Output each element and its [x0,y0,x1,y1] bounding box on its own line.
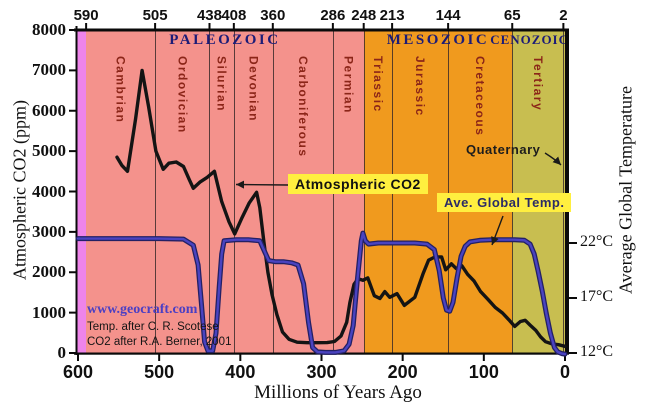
top-border [74,28,569,32]
bottom-tick-100: 100 [468,362,499,382]
boundary-144ma [448,31,450,353]
boundary-2ma [563,31,565,353]
quaternary-arrow [544,152,562,166]
period-label-jurassic: Jurassic [413,56,428,117]
temp-tick-17: 17°C [580,288,614,305]
era-label-paleozoic: PALEOZOIC [169,32,281,48]
band-silurian [209,31,234,353]
top-tick-590: 590 [73,7,99,24]
top-tick-286: 286 [320,7,346,24]
legend-atmospheric-co2: Atmospheric CO2 [288,174,428,194]
period-label-cretaceous: Cretaceous [473,56,488,137]
period-label-triassic: Triassic [370,56,385,113]
temp-tick-22: 22°C [580,233,614,250]
co2-legend-arrow [235,180,289,189]
period-label-tertiary: Tertiary [530,56,545,112]
co2-tick-0: 0 [57,343,67,362]
quaternary-label: Quaternary [466,142,541,157]
co2-tick-1000: 1000 [32,302,66,322]
bottom-tick-200: 200 [387,362,418,382]
period-label-silurian: Silurian [214,56,229,113]
boundary-505ma [155,31,157,353]
co2-tick-2000: 2000 [32,262,66,282]
period-label-devonian: Devonian [246,56,261,123]
x-axis-title: Millions of Years Ago [254,382,422,403]
era-label-mesozoic: MESOZOIC [386,32,490,48]
bottom-tick-600: 600 [62,362,94,382]
temp-curve [76,231,567,356]
credits-block: www.geocraft.com Temp. after C. R. Scote… [87,303,231,351]
co2-tick-6000: 6000 [32,100,66,120]
top-tick-144: 144 [435,7,461,24]
temp-tick-12: 12°C [580,343,614,360]
co2-tick-4000: 4000 [32,181,66,201]
top-tick-65: 65 [503,7,521,24]
boundary-360ma [272,31,274,353]
temp-credit: Temp. after C. R. Scotese [87,321,219,333]
top-tick-213: 213 [379,7,405,24]
band-devonian [233,31,273,353]
bottom-tick-0: 0 [559,362,571,382]
legend-global-temp: Ave. Global Temp. [437,193,572,212]
period-label-cambrian: Cambrian [113,56,128,124]
era-label-cenozoic: CENOZOIC [490,32,570,47]
top-tick-248: 248 [351,7,377,24]
top-tick-2: 2 [559,7,568,24]
band-tertiary [512,31,564,353]
co2-tick-3000: 3000 [32,221,66,241]
bottom-tick-300: 300 [306,362,337,382]
bottom-tick-400: 400 [225,362,256,382]
left-axis [75,26,78,355]
co2-tick-5000: 5000 [32,141,66,161]
co2-tick-8000: 8000 [32,20,66,39]
boundary-408ma [233,31,235,353]
geocraft-link[interactable]: www.geocraft.com [87,302,198,317]
period-label-permian: Permian [341,56,356,114]
temp-legend-arrow [491,215,504,246]
co2-curve [115,68,567,348]
right-axis [565,28,569,355]
top-tick-360: 360 [260,7,286,24]
co2-credit: CO2 after R.A. Berner, 2001 [87,335,232,348]
period-label-ordovician: Ordovician [175,56,190,134]
boundary-438ma [209,31,211,353]
top-tick-408: 408 [221,7,247,24]
top-tick-505: 505 [142,7,168,24]
band-precambrian [76,31,87,353]
boundary-65ma [512,31,514,353]
top-tick-438: 438 [196,7,222,24]
bottom-tick-500: 500 [144,362,175,382]
co2-tick-7000: 7000 [32,60,66,80]
period-label-carboniferous: Carboniferous [295,56,310,158]
band-cretaceous [448,31,513,353]
